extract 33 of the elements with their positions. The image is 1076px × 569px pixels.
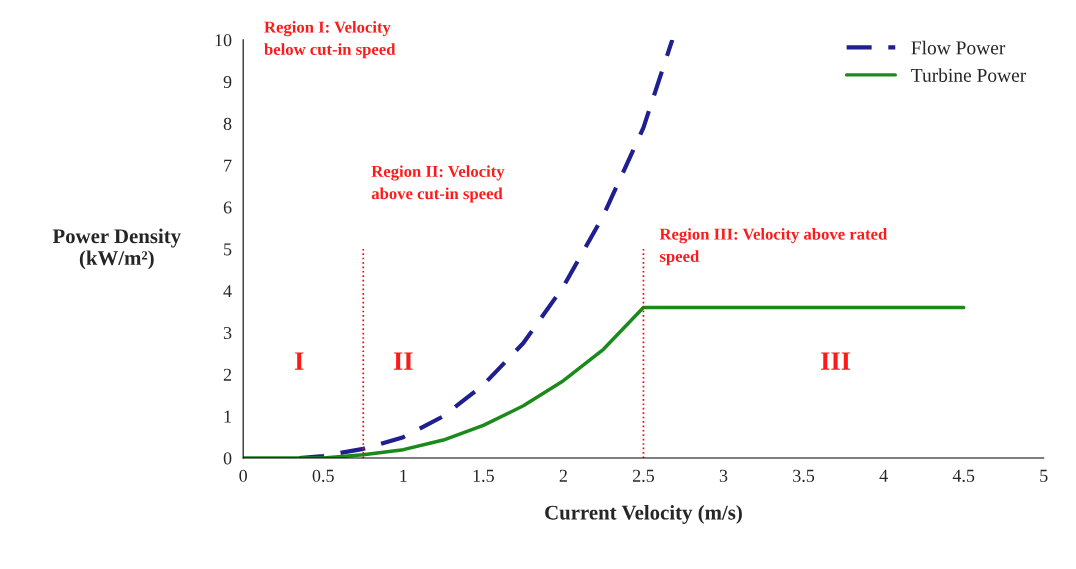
legend-label: Turbine Power [911,68,1027,82]
x-tick-label: 2 [559,469,567,482]
x-axis-title: Current Velocity (m/s) [545,504,742,524]
x-tick-label: 2.5 [632,469,655,482]
y-tick-label: 7 [224,159,232,172]
x-tick-label: 1 [400,469,407,482]
y-tick-label: 0 [223,452,232,465]
annotation: Region III: Velocity above rated speed [659,228,888,266]
x-tick-label: 4.5 [952,469,975,482]
y-axis-title: Power Density (kW/m²) [52,228,181,270]
legend-label: Flow Power [911,40,1006,55]
annotation: Region I: Velocity below cut-in speed [264,21,396,59]
y-tick-label: 9 [223,75,232,89]
annotation: I [294,352,304,370]
y-tick-label: 6 [223,201,232,214]
y-tick-label: 5 [224,243,232,256]
y-tick-label: 10 [215,34,232,47]
x-tick-label: 5 [1040,469,1048,482]
y-tick-label: 1 [224,410,231,423]
x-tick-label: 3.5 [793,469,815,482]
x-tick-label: 0 [239,469,247,482]
x-tick-label: 1.5 [473,469,494,482]
annotation: III [821,352,851,370]
x-tick-label: 3 [719,469,728,482]
y-tick-label: 3 [223,326,232,340]
y-tick-label: 2 [223,368,232,381]
x-tick-label: 4 [879,469,888,482]
y-tick-label: 4 [223,285,232,298]
annotation: II [393,352,413,370]
x-tick-label: 0.5 [312,469,334,482]
y-tick-label: 8 [223,117,232,130]
annotation: Region II: Velocity above cut-in speed [371,165,505,203]
line-series [243,305,966,459]
